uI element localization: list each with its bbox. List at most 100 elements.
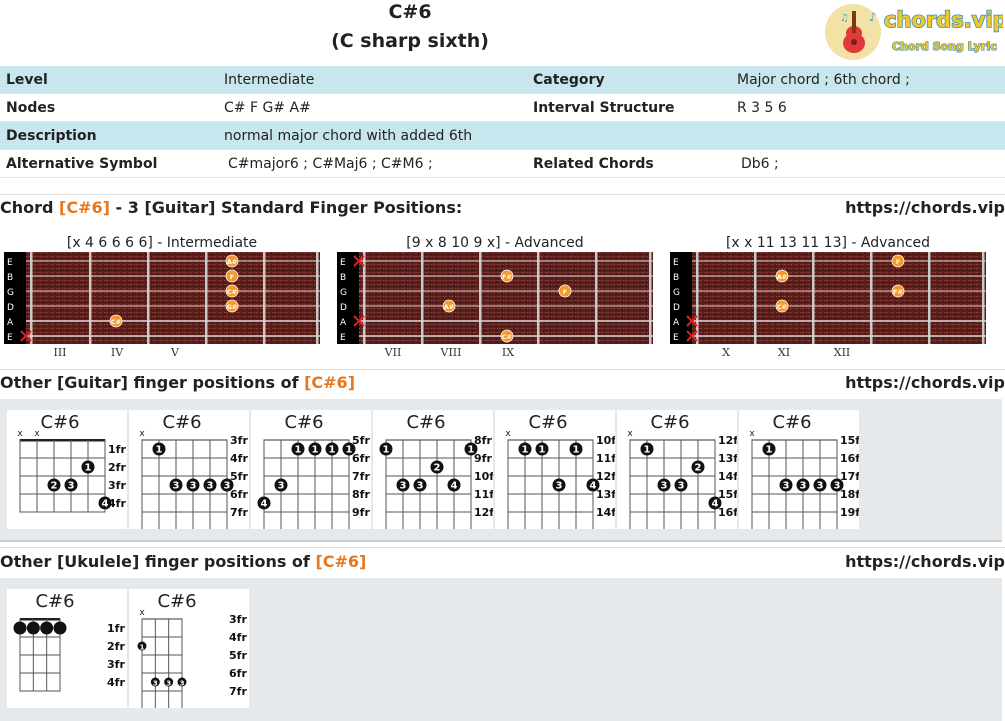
guitar-chord-diagram[interactable]: C#6 5fr 6fr 7fr 8fr 9fr 1 1 1 1 3 4 <box>251 410 371 529</box>
fret-number-label: 3fr <box>108 479 126 492</box>
string-label: B <box>673 273 679 283</box>
fret-number-label: 15fr <box>840 434 859 447</box>
svg-text:3: 3 <box>173 481 180 492</box>
site-url[interactable]: https://chords.vip <box>845 552 1005 571</box>
note-dot: F <box>558 284 572 298</box>
finger-dot: 3 <box>779 478 793 492</box>
chord-full-name: (C sharp sixth) <box>331 30 489 52</box>
svg-text:4: 4 <box>102 499 109 510</box>
diagram-chord-name: C#6 <box>284 412 323 433</box>
fret-number-label: 4fr <box>230 452 248 465</box>
svg-text:♪: ♪ <box>869 10 877 24</box>
svg-text:1: 1 <box>329 445 336 456</box>
info-value: R 3 5 6 <box>737 100 787 116</box>
finger-dot: 1 <box>308 442 322 456</box>
finger-dot: 3 <box>657 478 671 492</box>
ukulele-chord-diagram[interactable]: C#6 x 3fr 4fr 5fr 6fr 7fr 1 3 3 3 <box>129 589 249 708</box>
fret-number-label: 11fr <box>474 488 493 501</box>
guitar-chord-diagram[interactable]: C#6x12fr13fr14fr15fr16fr12334 <box>617 410 737 529</box>
chord-tag: [C#6] <box>315 552 367 571</box>
finger-dot: 3 <box>177 677 187 688</box>
mute-mark: x <box>749 429 755 439</box>
fretboard-caption: [x 4 6 6 6 6] - Intermediate <box>66 235 258 251</box>
fret-marker: VIII <box>440 346 462 359</box>
guitar-chord-diagram[interactable]: C#6x15fr16fr17fr18fr19fr13333 <box>739 410 859 529</box>
chord-tag: [C#6] <box>59 198 110 217</box>
fret-marker: XII <box>834 346 851 359</box>
svg-text:G#: G# <box>227 303 238 311</box>
diagram-chord-name: C#6 <box>162 412 201 433</box>
svg-text:♫: ♫ <box>840 13 849 24</box>
svg-text:3: 3 <box>68 481 75 492</box>
svg-text:1: 1 <box>468 445 475 456</box>
fret-number-label: 12fr <box>474 506 493 519</box>
svg-text:F: F <box>563 288 567 296</box>
fret-number-label: 13fr <box>596 488 615 501</box>
string-label: E <box>673 258 679 268</box>
mute-mark: x <box>627 429 633 439</box>
guitar-chord-diagram[interactable]: C#6 x 3fr 4fr 5fr 6fr 7fr 1 3 3 3 3 <box>129 410 249 529</box>
fretboard-caption: [x x 11 13 11 13] - Advanced <box>725 235 931 251</box>
chords-vip-logo[interactable]: ♪ ♫ chords.vip Chord Song Lyric <box>825 3 1005 61</box>
svg-text:3: 3 <box>207 481 214 492</box>
string-label: E <box>340 333 346 343</box>
svg-text:F: F <box>230 273 234 281</box>
svg-text:1: 1 <box>312 445 319 456</box>
note-dot: A# <box>442 299 456 313</box>
guitar-chord-diagram[interactable]: C#6x10fr11fr12fr13fr14fr11134 <box>495 410 615 529</box>
note-dot: C# <box>500 329 514 343</box>
fret-number-label: 12fr <box>718 434 737 447</box>
svg-text:F#: F# <box>893 288 903 296</box>
finger-dot: 1 <box>569 442 583 456</box>
svg-text:3: 3 <box>800 481 807 492</box>
ukulele-diagrams-panel: C#6 1fr 2fr 3fr 4fr C#6 x 3fr 4fr 5fr 6fr 7fr 1 3 3 3 <box>0 578 1002 721</box>
ukulele-chord-diagram[interactable]: C#6 1fr 2fr 3fr 4fr <box>7 589 127 708</box>
guitar-chord-diagram[interactable]: C#68fr9fr10fr11fr12fr112334 <box>373 410 493 529</box>
finger-dot: 3 <box>674 478 688 492</box>
mute-mark: x <box>139 608 145 618</box>
svg-text:1: 1 <box>295 445 302 456</box>
site-url[interactable]: https://chords.vip <box>845 198 1005 217</box>
fret-marker: XI <box>778 346 790 359</box>
info-value: Intermediate <box>224 72 315 88</box>
fret-marker: IV <box>111 346 124 359</box>
finger-dot: 1 <box>137 641 147 652</box>
finger-dot: 3 <box>830 478 844 492</box>
fret-number-label: 4fr <box>229 631 247 644</box>
svg-text:2: 2 <box>434 463 441 474</box>
string-label: E <box>673 333 679 343</box>
info-value: Db6 ; <box>741 156 779 172</box>
fret-number-label: 5fr <box>229 649 247 662</box>
finger-dot: 1 <box>518 442 532 456</box>
finger-dot: 1 <box>342 442 356 456</box>
svg-text:4: 4 <box>261 499 268 510</box>
note-dot: F# <box>500 269 514 283</box>
finger-dot: 1 <box>152 442 166 456</box>
svg-text:3: 3 <box>817 481 824 492</box>
finger-dot: 4 <box>586 478 600 492</box>
finger-dot: 4 <box>98 496 112 510</box>
logo-brand: chords.vip <box>884 8 1003 32</box>
diagram-chord-name: C#6 <box>528 412 567 433</box>
fret-number-label: 10fr <box>596 434 615 447</box>
fret-number-label: 3fr <box>107 658 125 671</box>
fret-number-label: 7fr <box>352 470 370 483</box>
finger-dot: 3 <box>64 478 78 492</box>
svg-text:2: 2 <box>51 481 58 492</box>
finger-dot: 3 <box>413 478 427 492</box>
fret-number-label: 17fr <box>840 470 859 483</box>
finger-dot: 3 <box>220 478 234 492</box>
fret-number-label: 8fr <box>474 434 492 447</box>
finger-dot <box>40 621 54 635</box>
guitar-chord-diagram[interactable]: C#6 x x 1fr 2fr 3fr 4fr 1 2 3 4 <box>7 410 127 529</box>
fret-number-label: 3fr <box>230 434 248 447</box>
site-url[interactable]: https://chords.vip <box>845 373 1005 392</box>
svg-text:A#: A# <box>777 273 787 281</box>
string-label: A <box>7 318 14 328</box>
info-value: C#major6 ; C#Maj6 ; C#M6 ; <box>228 156 433 172</box>
string-label: G <box>673 288 680 298</box>
guitar-diagrams-panel: C#6 x x 1fr 2fr 3fr 4fr 1 2 3 4 C#6 x 3fr 4fr 5fr 6fr 7fr… <box>0 399 1002 542</box>
info-value: C# F G# A# <box>224 100 311 116</box>
mute-mark: x <box>505 429 511 439</box>
